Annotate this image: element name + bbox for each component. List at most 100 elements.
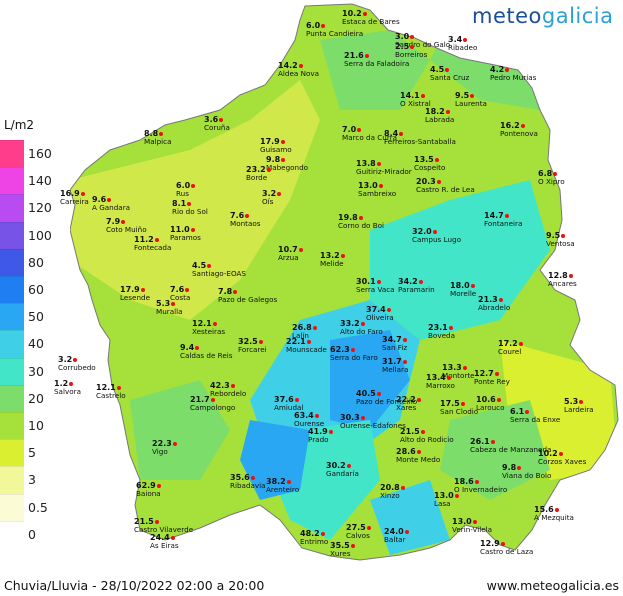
station-marker: 8.8 Malpica <box>144 129 172 146</box>
station-marker: 1.2 Salvora <box>54 379 81 396</box>
station-marker: 40.5 Pazo de Fonteiño <box>356 389 418 406</box>
station-marker: 12.1 Castrelo <box>96 383 126 400</box>
station-marker: 10.6 Larouco <box>476 395 505 412</box>
precipitation-map: 6.0 Punta Candieira 10.2 Estaca de Bares 2… <box>54 0 623 575</box>
station-marker: 6.8 O Xipro <box>538 169 565 186</box>
legend-label: 60 <box>28 282 44 297</box>
station-marker: 14.1 O Xistral <box>400 91 431 108</box>
precipitation-legend: L/m2 160 140 120 100 80 60 50 40 30 20 10 5 3 0.5 0 <box>0 118 80 549</box>
station-marker: 20.8 Xinzo <box>380 484 406 500</box>
legend-label: 80 <box>28 254 44 270</box>
station-marker: 20.3 Castro R. de Lea <box>416 177 475 194</box>
station-marker: 12.1 Xesteiras <box>192 319 226 336</box>
station-marker: 12.7 Ponte Rey <box>474 369 510 386</box>
station-marker: 18.6 O Invernadeiro <box>454 477 508 494</box>
legend-label: 5 <box>28 445 36 461</box>
station-marker: 7.0 Marco da Curra <box>342 125 398 142</box>
station-marker: 24.0 Baltar <box>384 528 410 544</box>
station-marker: 22.2 Xares <box>396 396 422 412</box>
station-marker: 12.9 Castro de Laza <box>480 539 534 556</box>
station-marker: 62.3 Serra do Faro <box>330 345 378 362</box>
station-marker: 9.8 Mabegondo <box>266 155 309 172</box>
station-marker: 4.5 Santa Cruz <box>430 65 470 82</box>
legend-label: 120 <box>28 200 52 216</box>
legend-label: 0 <box>28 526 36 542</box>
station-marker: 16.9 Carreira <box>60 189 89 206</box>
station-marker: 17.5 San Clodio <box>440 399 479 416</box>
station-marker: 2.5 Borreiros <box>395 42 428 59</box>
brand-logo: meteogalicia <box>472 4 614 28</box>
station-marker: 22.3 Vigo <box>152 440 178 456</box>
station-marker: 62.9 Baiona <box>136 481 161 498</box>
station-marker: 10.7 Arzua <box>278 246 304 262</box>
station-marker: 13.0 Lasa <box>434 492 460 508</box>
station-marker: 10.2 Estaca de Bares <box>342 9 400 26</box>
station-marker: 34.2 Paramarin <box>398 277 435 294</box>
website-url: www.meteogalicia.es <box>486 578 619 593</box>
station-marker: 3.6 Coruña <box>204 115 230 132</box>
station-marker: 48.2 Entrimo <box>300 529 329 546</box>
station-marker: 32.5 Forcarei <box>238 337 267 354</box>
station-marker: 6.0 Punta Candieira <box>306 21 364 38</box>
legend-swatch <box>0 493 24 522</box>
legend-swatch <box>0 466 24 495</box>
station-marker: 21.3 Abradelo <box>478 295 511 312</box>
station-marker: 5.3 Muralla <box>156 299 183 316</box>
legend-swatch <box>0 330 24 359</box>
station-marker: 13.4 Marroxo <box>426 373 455 390</box>
station-marker: 30.3 Ourense-Edafones <box>340 413 406 430</box>
station-marker: 13.3 Montorte <box>442 363 475 380</box>
station-marker: 19.8 Corno do Boi <box>338 213 385 230</box>
station-marker: 23.1 Boveda <box>428 323 455 340</box>
station-marker: 14.7 Fontaneira <box>484 211 523 228</box>
brand-part1: meteo <box>472 4 542 28</box>
legend-swatch <box>0 276 24 304</box>
station-marker: 15.6 A Mezquita <box>534 505 574 522</box>
legend-label: 0.5 <box>28 499 48 515</box>
map-caption: Chuvia/Lluvia - 28/10/2022 02:00 a 20:00 <box>4 578 265 593</box>
station-marker: 14.2 Aldea Nova <box>278 61 320 78</box>
station-marker: 13.8 Guitiriz-Mirador <box>356 159 412 176</box>
station-marker: 7.8 Pazo de Galegos <box>218 287 278 304</box>
station-marker: 17.9 Guisamo <box>260 137 292 154</box>
brand-part2: galicia <box>541 4 614 28</box>
station-marker: 4.2 Pedro Murias <box>490 65 537 82</box>
legend-swatch <box>0 248 24 277</box>
station-marker: 9.4 Caldas de Reis <box>180 343 233 360</box>
station-marker: 37.6 Amiudal <box>274 395 304 412</box>
legend-label: 160 <box>28 146 52 161</box>
legend-swatch <box>0 357 24 386</box>
station-marker: 6.1 Serra da Enxe <box>510 407 561 424</box>
legend-swatch <box>0 520 24 549</box>
station-marker: 31.7 Mellara <box>382 357 409 374</box>
station-marker: 38.2 Arenteiro <box>266 477 300 494</box>
station-marker: 13.2 Melide <box>320 251 345 268</box>
station-marker: 9.8 Viana do Bolo <box>502 463 552 480</box>
station-marker: 9.5 Laurenta <box>455 91 487 108</box>
station-marker: 18.2 Labrada <box>425 107 455 124</box>
station-marker: 35.6 Ribadavia <box>230 473 266 490</box>
station-marker: 28.6 Monte Medo <box>396 447 441 464</box>
station-marker: 30.1 Serra Vaca <box>356 277 395 294</box>
station-marker: 41.9 Prado <box>308 428 334 444</box>
station-marker: 17.2 Courel <box>498 339 523 356</box>
legend-label: 10 <box>28 418 44 433</box>
station-marker: 3.0 Sandro do Galo <box>395 32 451 49</box>
station-marker: 13.5 Cospeito <box>414 155 446 172</box>
station-marker: 18.0 Morelle <box>450 281 477 298</box>
legend-swatch <box>0 412 24 440</box>
station-marker: 27.5 Calvos <box>346 523 371 540</box>
station-marker: 9.6 A Gandara <box>92 195 131 212</box>
station-marker: 21.7 Campolongo <box>190 395 236 412</box>
station-marker: 9.5 Ventosa <box>546 231 575 248</box>
galicia-map-shapes <box>70 3 619 561</box>
station-marker: 7.6 Costa <box>170 285 191 302</box>
station-marker: 42.3 Rebordelo <box>210 381 247 398</box>
station-marker: 26.8 Lalín <box>292 324 318 340</box>
legend-swatch <box>0 194 24 223</box>
station-marker: 21.5 Castro Vilaverde <box>134 517 194 534</box>
station-marker: 16.2 Pontenova <box>500 121 538 138</box>
station-marker: 4.5 Santiago-EOAS <box>192 261 246 278</box>
station-marker: 21.5 Alto do Rodicio <box>400 427 454 444</box>
station-marker: 3.2 Corrubedo <box>58 355 96 372</box>
